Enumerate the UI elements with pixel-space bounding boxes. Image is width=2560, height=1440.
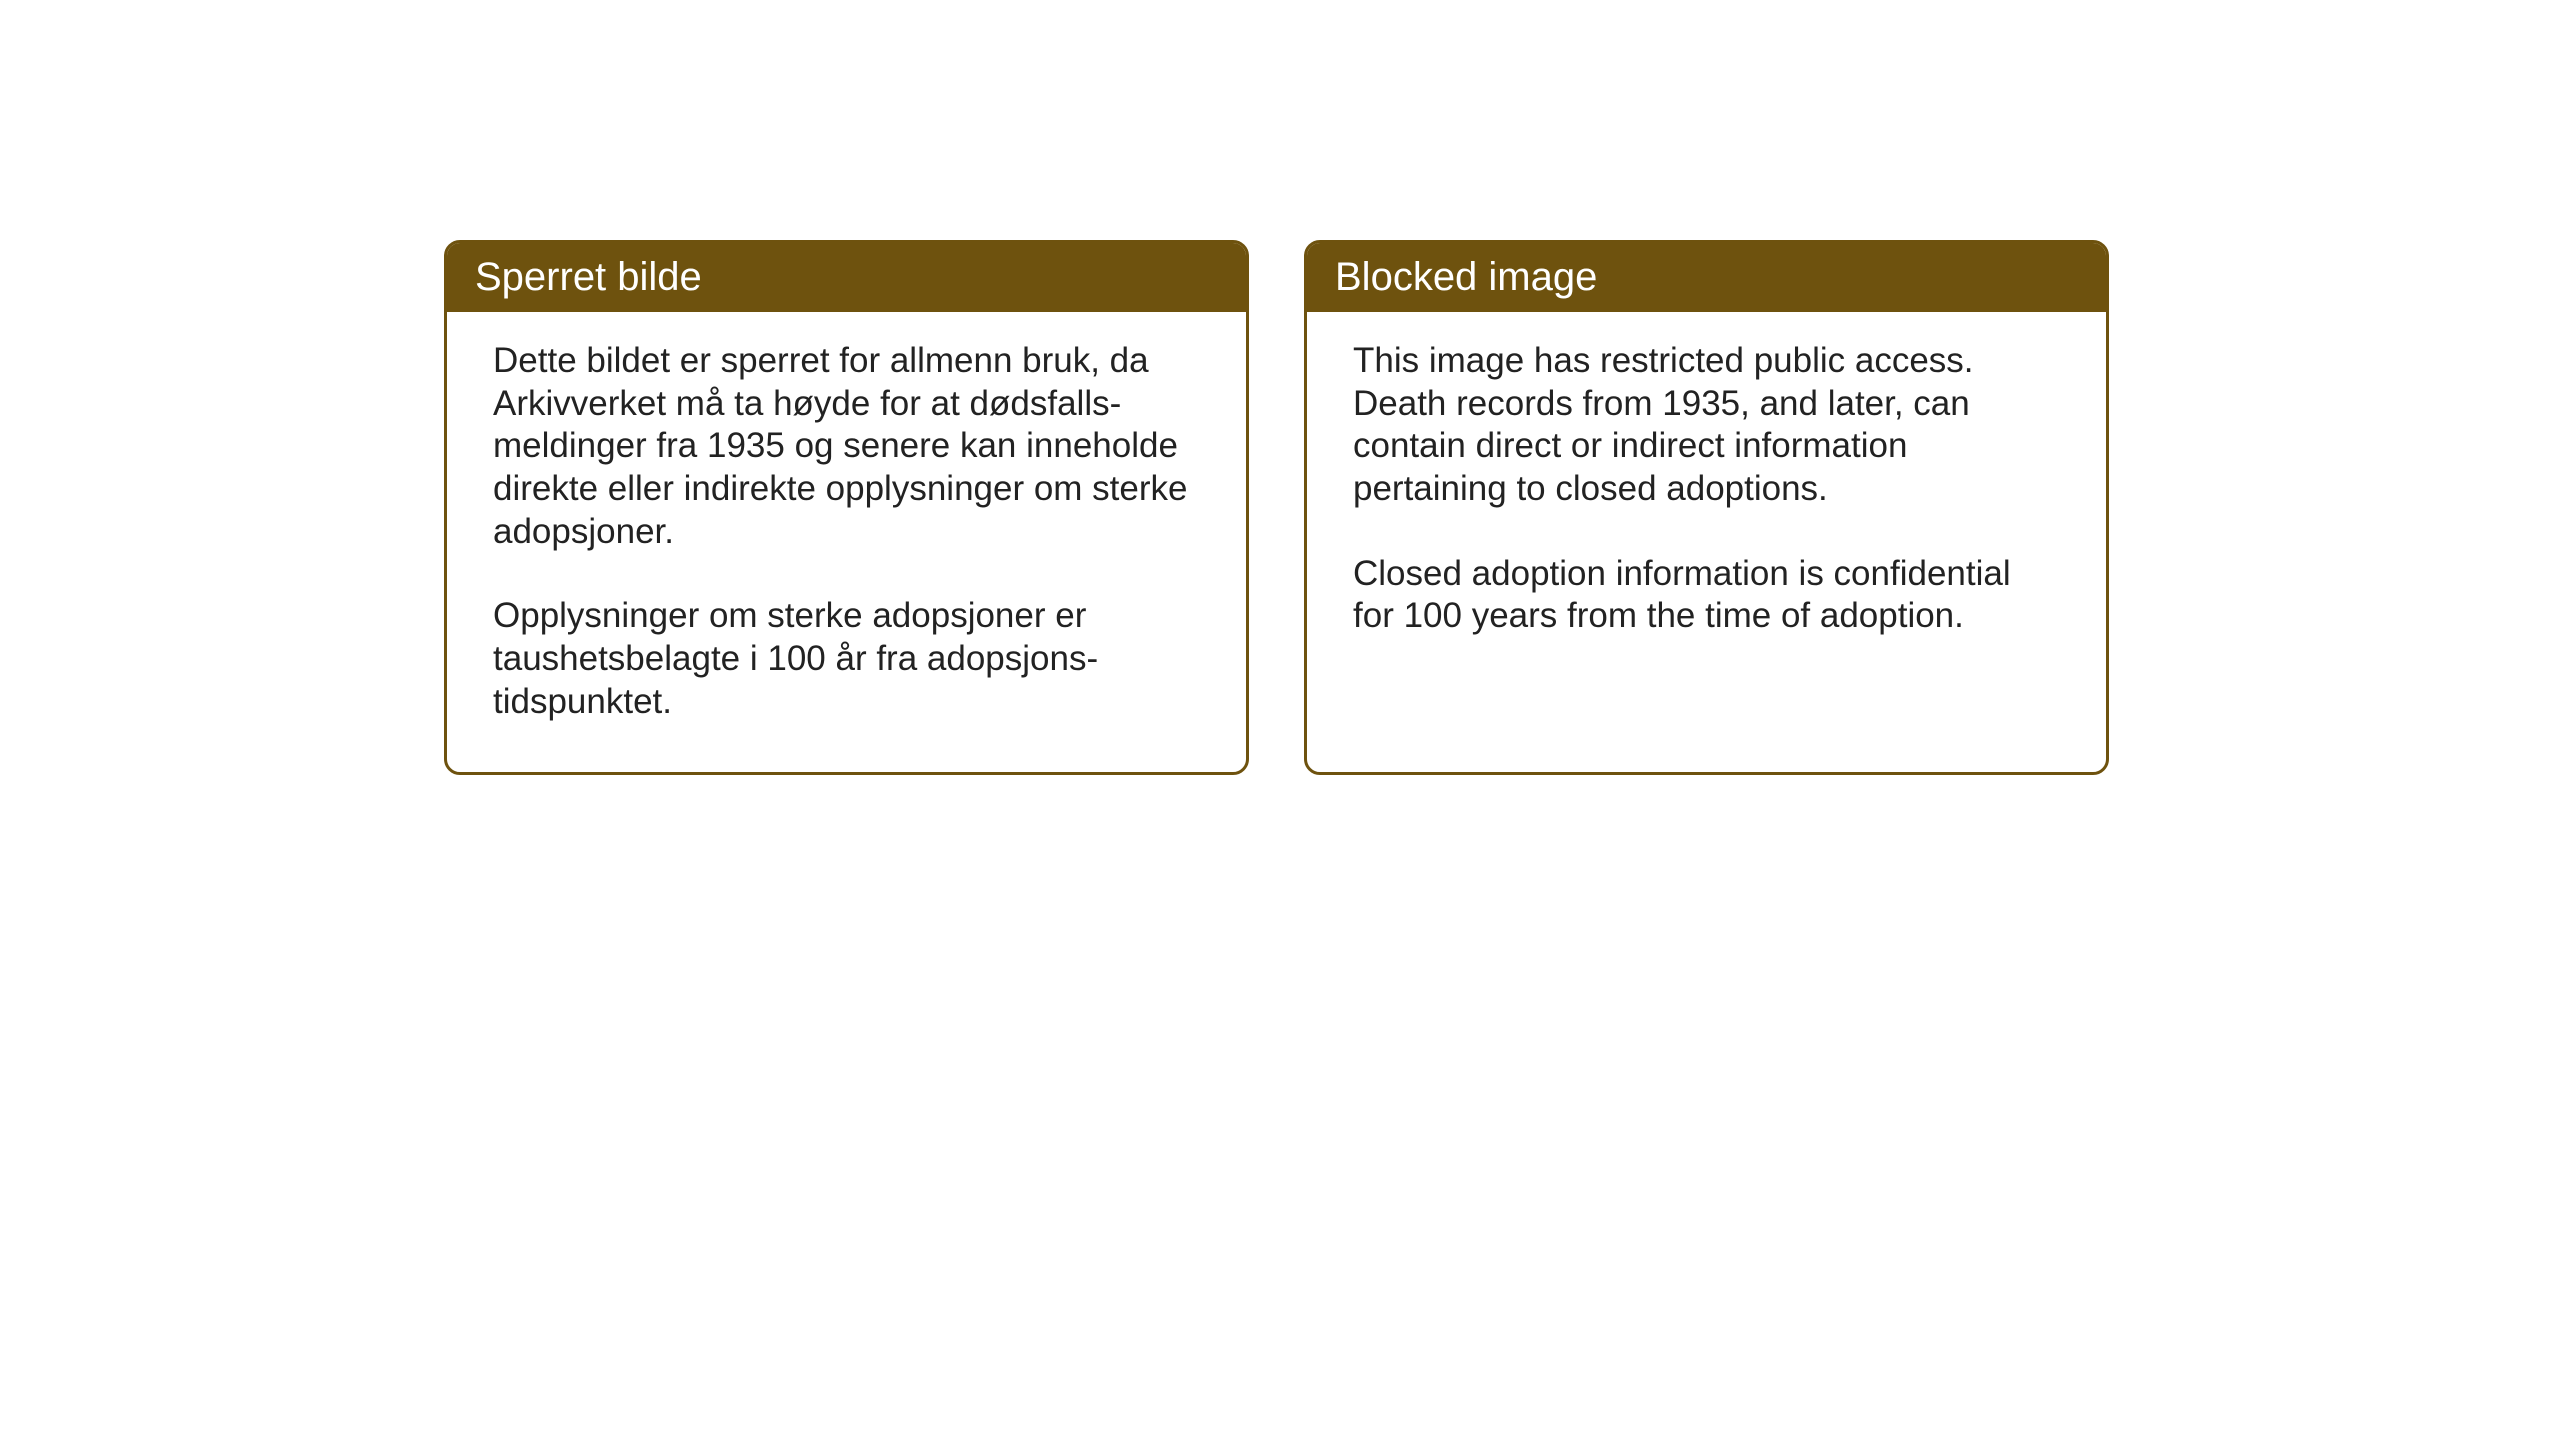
notice-container: Sperret bilde Dette bildet er sperret fo…	[444, 240, 2109, 775]
panel-body-english: This image has restricted public access.…	[1307, 312, 2106, 686]
notice-panel-norwegian: Sperret bilde Dette bildet er sperret fo…	[444, 240, 1249, 775]
panel-header-norwegian: Sperret bilde	[447, 243, 1246, 312]
notice-panel-english: Blocked image This image has restricted …	[1304, 240, 2109, 775]
paragraph-2-norwegian: Opplysninger om sterke adopsjoner er tau…	[493, 595, 1200, 723]
paragraph-2-english: Closed adoption information is confident…	[1353, 553, 2060, 638]
paragraph-1-norwegian: Dette bildet er sperret for allmenn bruk…	[493, 340, 1200, 553]
paragraph-1-english: This image has restricted public access.…	[1353, 340, 2060, 511]
panel-title-english: Blocked image	[1335, 255, 1597, 299]
panel-header-english: Blocked image	[1307, 243, 2106, 312]
panel-body-norwegian: Dette bildet er sperret for allmenn bruk…	[447, 312, 1246, 772]
panel-title-norwegian: Sperret bilde	[475, 255, 702, 299]
